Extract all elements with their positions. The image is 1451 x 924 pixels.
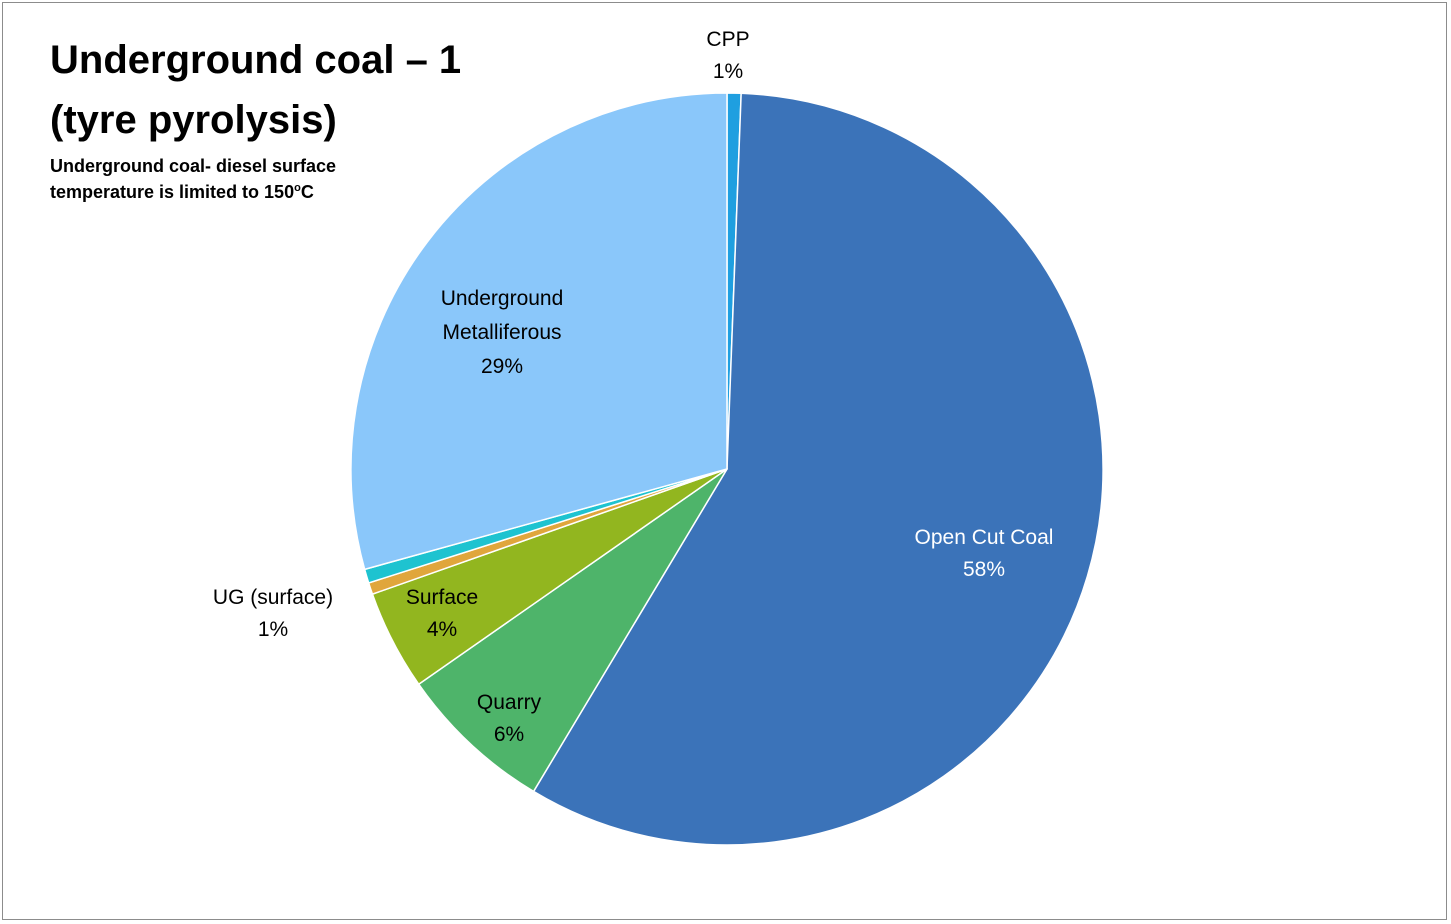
chart-title-line2: (tyre pyrolysis) (50, 98, 337, 142)
chart-subtitle: Underground coal- diesel surface tempera… (50, 153, 336, 205)
pie-slice-open-cut-coal (532, 92, 1104, 846)
data-label-quarry: Quarry 6% (477, 691, 542, 746)
subtitle-unit: C (300, 182, 314, 202)
pie-labels: CPP 1% Open Cut Coal 58% Quarry 6% Surface 4% UG… (213, 28, 1054, 746)
data-label-open-cut-coal: Open Cut Coal 58% (915, 526, 1054, 581)
subtitle-text: temperature is limited to 150 (50, 182, 295, 202)
degree-sup: o (294, 182, 301, 194)
chart-title-line1: Underground coal – 1 (50, 38, 462, 82)
pie-slice-quarry (417, 468, 728, 793)
data-label-surface: Surface 4% (406, 586, 478, 641)
data-label-ug-surface: UG (surface) 1% (213, 586, 333, 641)
chart-subtitle-line2: temperature is limited to 150oC (50, 179, 336, 205)
data-label-cpp: CPP 1% (706, 28, 749, 83)
chart-title: Underground coal – 1 (tyre pyrolysis) (50, 30, 461, 150)
data-label-underground-metalliferous: Underground Metalliferous 29% (441, 287, 564, 378)
pie-slice-underground-metalliferous (350, 92, 728, 571)
chart-subtitle-line1: Underground coal- diesel surface (50, 156, 337, 176)
pie-slices (350, 92, 1104, 846)
